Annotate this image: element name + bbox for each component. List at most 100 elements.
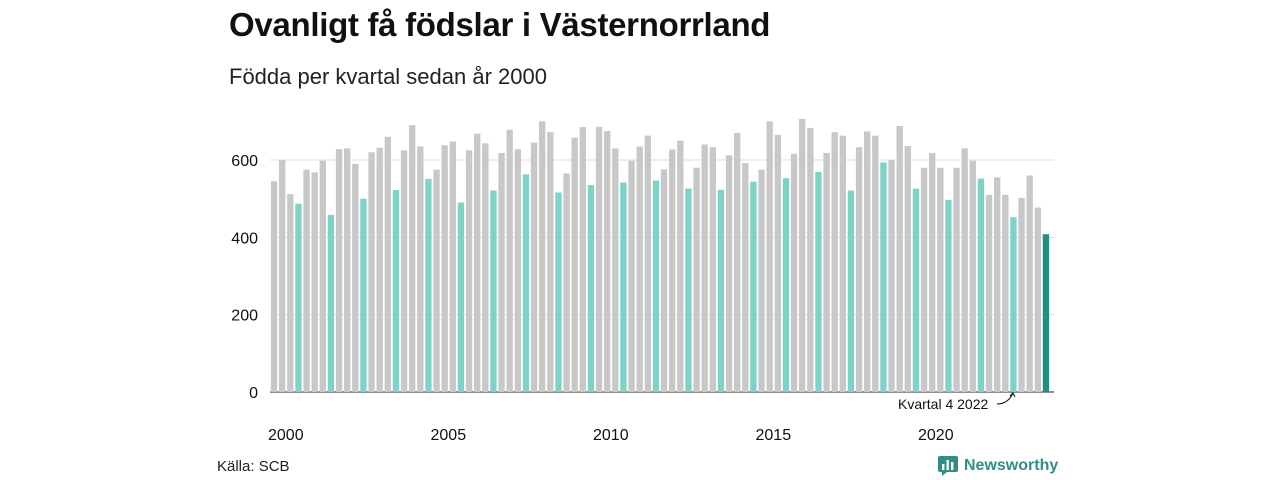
bar: 2013 Q3: 633 bbox=[709, 147, 716, 392]
bar: 2020 Q4: 497 bbox=[945, 199, 952, 392]
bar: 2023 Q1: 502 bbox=[1018, 197, 1025, 392]
bar: 2005 Q3: 648 bbox=[449, 141, 456, 392]
bar: 2003 Q2: 632 bbox=[376, 147, 383, 392]
bar: 2019 Q1: 600 bbox=[888, 160, 895, 392]
bar: 2015 Q1: 575 bbox=[758, 169, 765, 392]
bar: 2000 Q1: 545 bbox=[270, 181, 278, 392]
y-tick-label: 400 bbox=[231, 230, 258, 247]
bar: 2022 Q4: 452 bbox=[1010, 217, 1017, 392]
bar: 2009 Q1: 565 bbox=[563, 173, 570, 392]
bar: 2023 Q3: 477 bbox=[1034, 207, 1041, 392]
bar: 2006 Q4: 521 bbox=[490, 190, 497, 392]
bar: 2021 Q3: 598 bbox=[969, 160, 976, 392]
bar: 2012 Q4: 526 bbox=[685, 188, 692, 392]
bar: 2008 Q4: 516 bbox=[555, 192, 562, 392]
annotation: Kvartal 4 2022 bbox=[898, 392, 1016, 412]
bar: 2016 Q2: 706 bbox=[799, 119, 806, 392]
bar: 2013 Q2: 640 bbox=[701, 144, 708, 392]
bar: 2014 Q2: 670 bbox=[734, 132, 741, 392]
chart-subtitle: Födda per kvartal sedan år 2000 bbox=[229, 64, 547, 89]
bar: 2010 Q1: 686 bbox=[595, 126, 603, 392]
bar: 2020 Q2: 618 bbox=[929, 153, 936, 392]
annotation-arrow-head bbox=[1009, 392, 1016, 398]
bar: 2018 Q4: 594 bbox=[880, 162, 887, 392]
x-tick-label: 2000 bbox=[268, 427, 304, 444]
bar: 2003 Q1: 620 bbox=[368, 152, 375, 392]
bar: 2011 Q1: 598 bbox=[628, 160, 635, 392]
bar: 2011 Q2: 635 bbox=[636, 146, 643, 392]
bar: 2018 Q2: 674 bbox=[864, 131, 871, 392]
y-tick-label: 200 bbox=[231, 308, 258, 325]
bar: 2001 Q2: 568 bbox=[311, 172, 318, 392]
bar: 2022 Q3: 510 bbox=[1002, 194, 1009, 392]
bar: 2014 Q3: 592 bbox=[742, 163, 749, 392]
bar: 2022 Q1: 510 bbox=[985, 194, 993, 392]
bar: 2014 Q4: 544 bbox=[750, 181, 757, 392]
bar: 2010 Q4: 542 bbox=[620, 182, 627, 392]
bar: 2012 Q2: 627 bbox=[669, 149, 676, 392]
bar: 2002 Q4: 500 bbox=[360, 198, 367, 392]
bar: 2007 Q1: 618 bbox=[498, 153, 505, 392]
bar: 2022 Q2: 555 bbox=[994, 177, 1001, 392]
bar: 2002 Q3: 590 bbox=[352, 163, 359, 392]
bar: 2017 Q4: 521 bbox=[847, 190, 855, 392]
x-axis-ticks: 2000 2005 2010 2015 2020 bbox=[268, 427, 954, 444]
bar: 2017 Q3: 663 bbox=[839, 135, 846, 392]
bar: 2021 Q4: 552 bbox=[977, 178, 985, 392]
bar: 2019 Q3: 636 bbox=[904, 146, 911, 392]
bar: 2000 Q3: 512 bbox=[287, 194, 294, 392]
bar: 2001 Q3: 598 bbox=[319, 160, 326, 392]
bar: 2015 Q2: 700 bbox=[766, 121, 773, 392]
annotation-arrow bbox=[996, 392, 1014, 405]
bar: 2015 Q4: 553 bbox=[782, 178, 790, 392]
bar: 2005 Q1: 575 bbox=[433, 169, 440, 392]
bar: 2003 Q3: 660 bbox=[384, 136, 391, 392]
bar: 2000 Q4: 487 bbox=[295, 203, 302, 392]
x-tick-label: 2005 bbox=[431, 427, 467, 444]
bar: 2008 Q1: 645 bbox=[530, 142, 538, 392]
bar: 2001 Q4: 458 bbox=[327, 214, 335, 392]
bar: 2003 Q4: 522 bbox=[392, 190, 400, 392]
bar: 2012 Q1: 576 bbox=[660, 169, 668, 392]
bar: 2011 Q3: 663 bbox=[644, 135, 651, 392]
y-axis-ticks: 0 200 400 600 bbox=[231, 153, 258, 402]
bar: 2008 Q3: 672 bbox=[547, 132, 554, 392]
bar: 2002 Q1: 628 bbox=[335, 149, 343, 392]
bar: 2007 Q4: 563 bbox=[522, 174, 530, 392]
bar: 2001 Q1: 575 bbox=[303, 169, 310, 392]
x-tick-label: 2020 bbox=[918, 427, 954, 444]
bar: 2009 Q2: 658 bbox=[571, 137, 578, 392]
x-tick-label: 2010 bbox=[593, 427, 629, 444]
bar: 2013 Q1: 580 bbox=[693, 167, 700, 392]
bar: 2007 Q2: 678 bbox=[506, 129, 513, 392]
bar: 2012 Q3: 650 bbox=[677, 140, 684, 392]
bar: 2020 Q3: 580 bbox=[937, 167, 944, 392]
bar: 2006 Q2: 668 bbox=[474, 133, 481, 392]
bar: 2020 Q1: 580 bbox=[920, 167, 928, 392]
source-note: Källa: SCB bbox=[217, 458, 290, 475]
bar: 2018 Q1: 633 bbox=[855, 147, 863, 392]
bar: 2005 Q4: 490 bbox=[457, 202, 465, 392]
bar: 2008 Q2: 700 bbox=[539, 121, 546, 392]
bar: 2007 Q3: 628 bbox=[514, 149, 521, 392]
bar: 2002 Q2: 630 bbox=[344, 148, 351, 392]
bar: 2016 Q4: 569 bbox=[815, 171, 822, 392]
brand-name: Newsworthy bbox=[964, 457, 1059, 474]
y-tick-label: 0 bbox=[249, 385, 258, 402]
bar: 2016 Q3: 683 bbox=[807, 127, 814, 392]
brand-logo: Newsworthy bbox=[938, 456, 1058, 476]
bar: 2009 Q4: 535 bbox=[587, 185, 595, 392]
bar-chart-logo-icon bbox=[938, 456, 958, 476]
bar: 2000 Q2: 600 bbox=[279, 160, 286, 392]
bar: 2010 Q3: 630 bbox=[612, 148, 619, 392]
bar: 2016 Q1: 616 bbox=[790, 153, 798, 392]
bar: 2015 Q3: 665 bbox=[774, 134, 781, 392]
bar: 2018 Q3: 663 bbox=[872, 135, 879, 392]
x-tick-label: 2015 bbox=[756, 427, 792, 444]
bar: 2009 Q3: 685 bbox=[579, 127, 586, 392]
chart-title: Ovanligt få födslar i Västernorrland bbox=[229, 6, 771, 43]
